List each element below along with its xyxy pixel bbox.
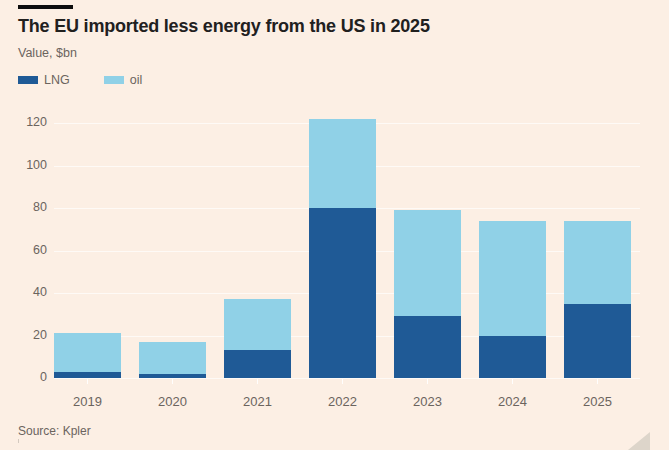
y-axis-labels: 020406080100120 <box>0 110 47 378</box>
legend-item-oil: oil <box>104 73 143 87</box>
x-tick-2023 <box>427 379 428 384</box>
x-tick-2021 <box>257 379 258 384</box>
bar-segment-oil-2021 <box>224 299 291 350</box>
bar-segment-oil-2025 <box>564 221 631 304</box>
bar-segment-lng-2020 <box>139 374 206 378</box>
chart-title: The EU imported less energy from the US … <box>18 16 430 37</box>
y-tick-label-120: 120 <box>0 115 47 129</box>
legend-label-lng: LNG <box>44 73 70 87</box>
y-tick-label-40: 40 <box>0 285 47 299</box>
lng-swatch-icon <box>18 76 38 84</box>
chart-legend: LNG oil <box>18 73 176 87</box>
bar-2023 <box>394 110 461 378</box>
x-axis-label-2020: 2020 <box>139 394 206 409</box>
x-tick-2020 <box>172 379 173 384</box>
chart-card: The EU imported less energy from the US … <box>0 0 669 450</box>
resize-handle-icon[interactable] <box>628 432 650 450</box>
bar-segment-lng-2022 <box>309 208 376 378</box>
x-axis-label-2022: 2022 <box>309 394 376 409</box>
bar-2021 <box>224 110 291 378</box>
x-tick-2019 <box>87 379 88 384</box>
bar-2024 <box>479 110 546 378</box>
bar-2019 <box>54 110 121 378</box>
bar-segment-lng-2024 <box>479 336 546 379</box>
bar-2022 <box>309 110 376 378</box>
y-tick-label-20: 20 <box>0 328 47 342</box>
x-axis-label-2019: 2019 <box>54 394 121 409</box>
y-tick-label-60: 60 <box>0 243 47 257</box>
bar-segment-oil-2023 <box>394 210 461 316</box>
legend-label-oil: oil <box>130 73 143 87</box>
bar-segment-oil-2019 <box>54 333 121 371</box>
bar-segment-lng-2023 <box>394 316 461 378</box>
bar-segment-oil-2020 <box>139 342 206 374</box>
legend-item-lng: LNG <box>18 73 70 87</box>
gridline-0 <box>54 378 640 379</box>
y-tick-label-0: 0 <box>0 370 47 384</box>
oil-swatch-icon <box>104 76 124 84</box>
chart-subtitle: Value, $bn <box>18 46 77 60</box>
title-accent-bar <box>18 5 73 9</box>
bar-2025 <box>564 110 631 378</box>
x-tick-2022 <box>342 379 343 384</box>
bar-segment-lng-2025 <box>564 304 631 378</box>
y-tick-label-100: 100 <box>0 158 47 172</box>
bar-segment-lng-2021 <box>224 350 291 378</box>
bar-segment-oil-2024 <box>479 221 546 336</box>
x-tick-2024 <box>512 379 513 384</box>
footer-tick-mark <box>18 439 19 443</box>
x-axis-label-2021: 2021 <box>224 394 291 409</box>
bar-segment-oil-2022 <box>309 119 376 208</box>
x-axis-label-2024: 2024 <box>479 394 546 409</box>
x-tick-2025 <box>597 379 598 384</box>
bar-segment-lng-2019 <box>54 372 121 378</box>
y-tick-label-80: 80 <box>0 200 47 214</box>
x-axis-label-2023: 2023 <box>394 394 461 409</box>
bar-2020 <box>139 110 206 378</box>
plot-area: 2019202020212022202320242025 <box>54 110 648 378</box>
source-note: Source: Kpler <box>18 424 91 438</box>
x-axis-label-2025: 2025 <box>564 394 631 409</box>
